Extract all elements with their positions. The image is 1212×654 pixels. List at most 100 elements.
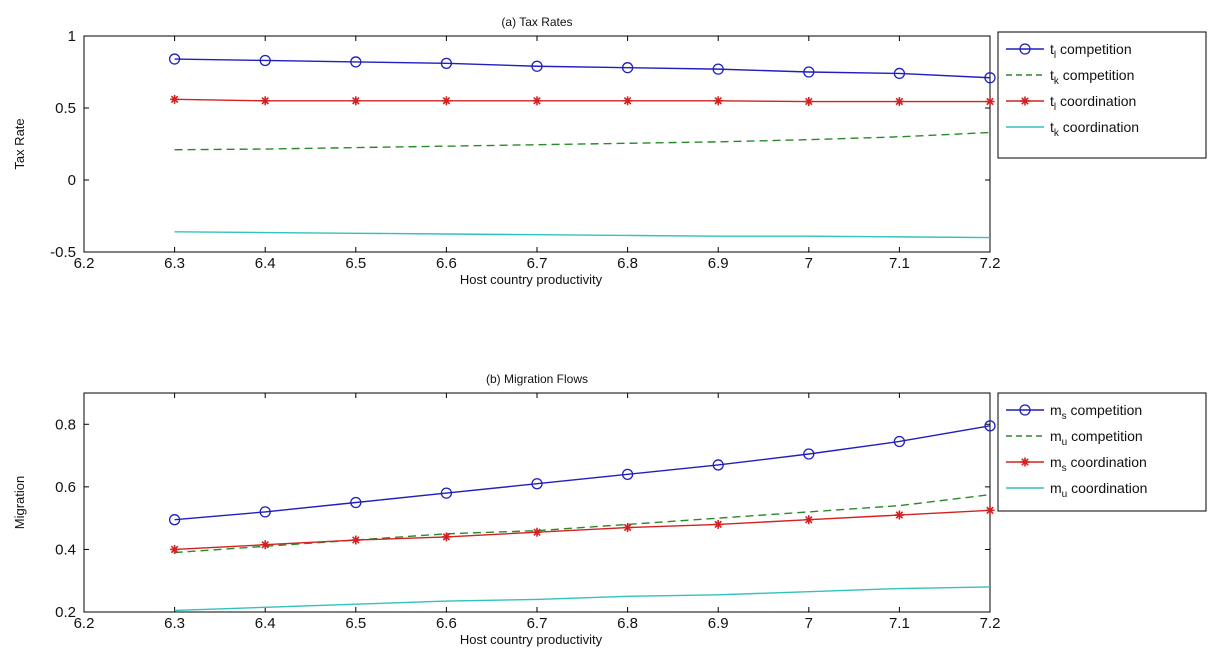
x-tick-label: 6.6 bbox=[436, 615, 457, 632]
series-line-1 bbox=[174, 493, 991, 554]
series-line-0 bbox=[174, 58, 991, 79]
legend-entry-label: ms competition bbox=[1050, 402, 1142, 422]
y-tick-label: 0.6 bbox=[55, 479, 76, 496]
legend-entry-label: ms coordination bbox=[1050, 454, 1147, 474]
star-stroke bbox=[261, 97, 269, 105]
data-point-circle bbox=[168, 53, 181, 65]
star-stroke bbox=[714, 97, 722, 105]
y-tick-label: 1 bbox=[68, 28, 76, 45]
star-stroke bbox=[895, 511, 904, 519]
legend-subscript: s bbox=[1062, 463, 1067, 474]
data-point-star bbox=[623, 523, 633, 533]
plot-area-frame bbox=[83, 35, 991, 253]
legend-box bbox=[997, 31, 1207, 159]
star-stroke bbox=[170, 545, 179, 554]
data-point-star bbox=[260, 96, 270, 106]
legend-entry-label: mu coordination bbox=[1050, 480, 1147, 500]
x-tick-label: 7 bbox=[805, 255, 813, 272]
y-axis-label: Migration bbox=[12, 476, 27, 529]
data-point-circle bbox=[712, 63, 724, 75]
legend-entry-label: tk coordination bbox=[1050, 119, 1139, 139]
x-tick-label: 6.7 bbox=[527, 615, 548, 632]
data-point-circle bbox=[259, 506, 271, 518]
legend-entry-label: mu competition bbox=[1050, 428, 1143, 448]
data-point-star bbox=[170, 544, 180, 554]
chart-panel-migration-flows: (b) Migration Flows 6.2 6.3 6.4 6.5 6.6 6.7 6.8… bbox=[12, 372, 1207, 647]
legend-entry-label: tk competition bbox=[1050, 67, 1134, 87]
data-point-star bbox=[894, 510, 904, 520]
data-point-circle bbox=[531, 478, 543, 490]
legend-box bbox=[997, 392, 1207, 512]
legend-marker-star bbox=[1020, 457, 1030, 467]
data-point-circle bbox=[440, 487, 453, 499]
legend-text: competition bbox=[1067, 428, 1142, 444]
legend-symbol: m bbox=[1050, 454, 1062, 470]
star-stroke bbox=[805, 515, 813, 524]
star-stroke bbox=[805, 97, 813, 106]
x-tick-label: 6.8 bbox=[617, 615, 638, 632]
x-axis-label: Host country productivity bbox=[460, 632, 603, 647]
data-point-circle bbox=[440, 57, 453, 70]
data-point-circle bbox=[621, 62, 634, 74]
x-tick-label: 7.1 bbox=[889, 615, 910, 632]
y-tick-label: 0.4 bbox=[55, 541, 76, 558]
series-line-2 bbox=[174, 98, 990, 103]
data-point-star bbox=[532, 96, 542, 106]
data-point-circle bbox=[893, 67, 906, 80]
legend-text: coordination bbox=[1067, 480, 1147, 496]
data-point-circle bbox=[984, 72, 996, 84]
x-tick-label: 6.4 bbox=[255, 255, 276, 272]
star-stroke bbox=[1021, 97, 1029, 105]
data-point-star bbox=[713, 96, 723, 106]
series-line-3 bbox=[174, 231, 991, 239]
data-point-star bbox=[351, 96, 361, 106]
x-tick-label: 6.9 bbox=[708, 615, 729, 632]
data-point-star bbox=[623, 96, 633, 106]
data-point-star bbox=[894, 97, 904, 107]
legend-symbol: t bbox=[1050, 41, 1054, 57]
data-point-star bbox=[804, 515, 814, 525]
data-point-star bbox=[713, 519, 723, 529]
star-stroke bbox=[895, 97, 904, 106]
legend-marker-star bbox=[1020, 96, 1030, 106]
chart-panel-tax-rates: (a) Tax Rates 6.2 6.3 6.4 6.5 6.6 6.7 6.8 6.9 7 7.… bbox=[12, 15, 1207, 287]
star-stroke bbox=[714, 520, 722, 529]
legend-text: competition bbox=[1059, 67, 1134, 83]
x-tick-label: 6.2 bbox=[74, 255, 95, 272]
y-tick-label: 0.8 bbox=[55, 416, 76, 433]
series-line-3 bbox=[174, 586, 991, 612]
series-line-2 bbox=[174, 509, 991, 551]
chart-title: (b) Migration Flows bbox=[486, 372, 588, 386]
data-point-circle bbox=[803, 66, 815, 78]
data-point-star bbox=[441, 96, 451, 106]
data-point-circle bbox=[350, 496, 362, 509]
data-point-circle bbox=[984, 420, 996, 432]
x-tick-label: 7.1 bbox=[889, 255, 910, 272]
data-point-circle bbox=[893, 435, 906, 448]
star-stroke bbox=[352, 97, 360, 105]
data-point-star bbox=[532, 527, 542, 537]
x-tick-label: 6.3 bbox=[164, 255, 185, 272]
star-stroke bbox=[533, 528, 541, 536]
legend-subscript: u bbox=[1062, 437, 1068, 448]
x-tick-label: 6.5 bbox=[345, 255, 366, 272]
legend-symbol: t bbox=[1050, 67, 1054, 83]
legend-subscript: l bbox=[1054, 50, 1056, 61]
y-tick-label: -0.5 bbox=[50, 244, 76, 261]
data-point-star bbox=[170, 94, 180, 104]
y-tick-label: 0 bbox=[68, 172, 76, 189]
legend-symbol: m bbox=[1050, 402, 1062, 418]
x-tick-label: 6.4 bbox=[255, 615, 276, 632]
legend-symbol: m bbox=[1050, 480, 1062, 496]
x-axis-label: Host country productivity bbox=[460, 272, 603, 287]
star-stroke bbox=[986, 506, 994, 515]
legend-marker-circle bbox=[1019, 43, 1031, 55]
data-point-star bbox=[351, 535, 361, 545]
legend-entry-label: tl competition bbox=[1050, 41, 1132, 61]
legend-subscript: l bbox=[1054, 102, 1056, 113]
star-stroke bbox=[352, 536, 360, 544]
star-stroke bbox=[261, 540, 269, 549]
